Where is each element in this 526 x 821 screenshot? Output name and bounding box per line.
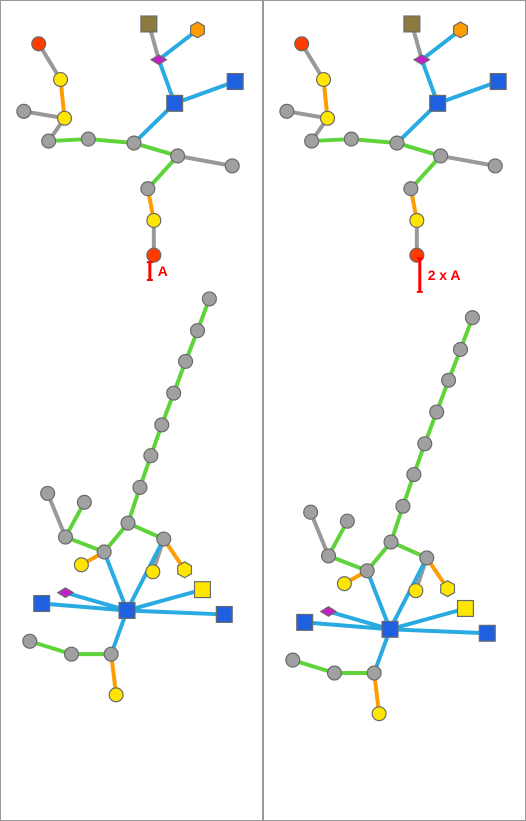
node-circle [144,449,158,463]
node-circle [141,182,155,196]
node-circle [410,248,424,262]
node-circle [321,111,335,125]
node-circle [340,514,354,528]
node-circle [42,134,56,148]
node-circle [420,551,434,565]
node-circle [109,688,123,702]
edge [127,610,224,614]
node-circle [410,214,424,228]
node-circle [133,480,147,494]
node-circle [23,634,37,648]
node-circle [225,159,239,173]
node-circle [465,311,479,325]
node-hex [191,22,205,38]
node-circle [344,132,358,146]
node-circle [81,132,95,146]
diagram-container: A 2 x A [0,0,526,821]
right-svg: 2 x A [264,1,525,820]
edge [438,82,499,104]
node-circle [337,577,351,591]
node-circle [372,707,386,721]
node-circle [54,73,68,87]
node-circle [191,324,205,338]
node-circle [442,373,456,387]
edge [175,82,236,104]
node-square [479,625,495,641]
node-circle [407,468,421,482]
node-square [216,606,232,622]
node-circle [328,666,342,680]
node-square [430,95,446,111]
node-square [297,614,313,630]
edge [104,552,127,611]
node-square [119,603,135,619]
left-svg: A [1,1,262,820]
node-circle [167,386,181,400]
node-hex [441,581,455,597]
node-circle [384,535,398,549]
edge [390,629,487,633]
node-square [458,601,474,617]
node-hex [178,562,192,578]
node-circle [317,73,331,87]
node-circle [171,149,185,163]
node-circle [74,558,88,572]
node-circle [304,505,318,519]
node-circle [121,516,135,530]
node-circle [360,564,374,578]
node-circle [295,37,309,51]
node-circle [280,104,294,118]
node-circle [146,565,160,579]
node-square [141,16,157,32]
node-circle [147,248,161,262]
node-square [382,621,398,637]
node-circle [409,584,423,598]
node-circle [77,495,91,509]
node-circle [32,37,46,51]
node-circle [65,647,79,661]
node-circle [59,530,73,544]
node-circle [396,499,410,513]
node-circle [127,136,141,150]
node-circle [488,159,502,173]
gap-label: 2 x A [428,267,461,283]
node-square [404,16,420,32]
node-circle [41,486,55,500]
edge [441,156,496,166]
node-circle [322,549,336,563]
node-circle [418,437,432,451]
node-square [227,74,243,90]
node-circle [454,343,468,357]
edge [178,156,233,166]
node-circle [404,182,418,196]
node-circle [58,111,72,125]
node-circle [179,354,193,368]
node-hex [454,22,468,38]
node-circle [286,653,300,667]
node-circle [97,545,111,559]
node-circle [17,104,31,118]
node-square [490,74,506,90]
node-square [195,582,211,598]
node-circle [434,149,448,163]
gap-label: A [158,263,168,279]
left-panel: A [0,0,263,821]
node-circle [367,666,381,680]
node-circle [155,418,169,432]
node-circle [147,214,161,228]
node-circle [430,405,444,419]
node-circle [390,136,404,150]
node-circle [157,532,171,546]
node-square [34,596,50,612]
node-circle [202,292,216,306]
right-panel: 2 x A [263,0,526,821]
edge [367,571,390,630]
node-square [167,95,183,111]
node-circle [104,647,118,661]
node-circle [305,134,319,148]
